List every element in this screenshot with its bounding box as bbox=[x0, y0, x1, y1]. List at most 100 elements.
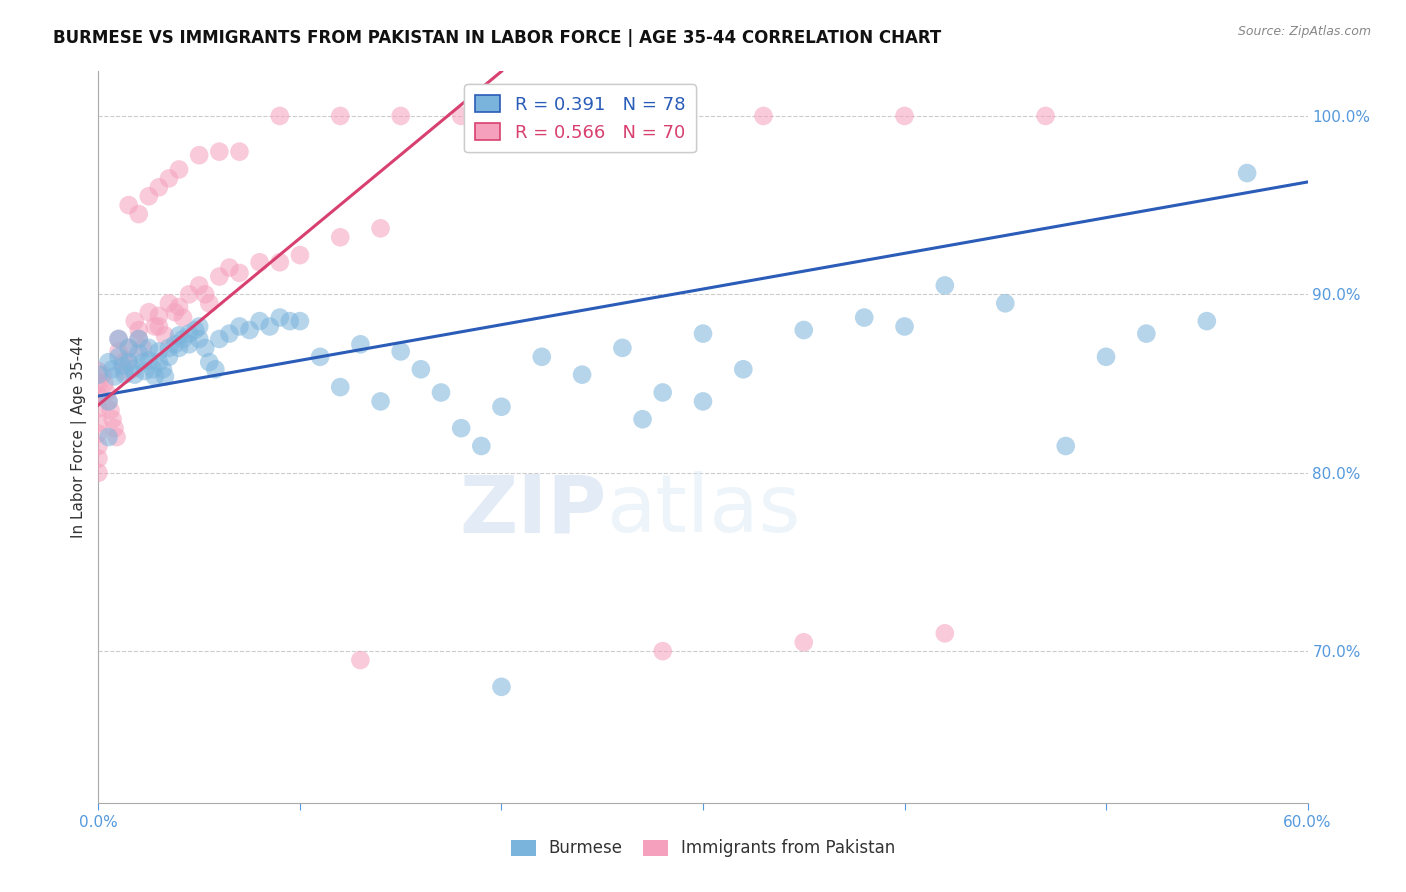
Point bbox=[179, 326, 201, 341]
Point bbox=[163, 337, 186, 351]
Point bbox=[128, 323, 150, 337]
Text: Source: ZipAtlas.com: Source: ZipAtlas.com bbox=[1237, 25, 1371, 38]
Point bbox=[128, 332, 150, 346]
Point bbox=[124, 314, 146, 328]
Point bbox=[329, 230, 352, 244]
Point bbox=[167, 341, 190, 355]
Point bbox=[430, 385, 453, 400]
Point bbox=[179, 337, 201, 351]
Point bbox=[793, 635, 815, 649]
Point bbox=[288, 248, 311, 262]
Point bbox=[103, 369, 125, 384]
Point bbox=[143, 319, 166, 334]
Point bbox=[370, 394, 392, 409]
Point bbox=[87, 451, 110, 466]
Point bbox=[370, 221, 392, 235]
Point bbox=[138, 341, 160, 355]
Point bbox=[793, 323, 815, 337]
Point bbox=[148, 180, 170, 194]
Point bbox=[994, 296, 1017, 310]
Point bbox=[612, 341, 634, 355]
Point bbox=[157, 350, 180, 364]
Point bbox=[157, 341, 180, 355]
Point bbox=[288, 314, 311, 328]
Point bbox=[148, 309, 170, 323]
Point bbox=[1095, 350, 1118, 364]
Point bbox=[228, 319, 250, 334]
Point bbox=[530, 109, 553, 123]
Point bbox=[208, 145, 231, 159]
Point bbox=[651, 385, 673, 400]
Point bbox=[218, 260, 240, 275]
Point bbox=[107, 332, 129, 346]
Point bbox=[1054, 439, 1077, 453]
Point bbox=[228, 266, 250, 280]
Point bbox=[118, 353, 141, 368]
Point bbox=[124, 368, 146, 382]
Point bbox=[450, 109, 472, 123]
Point bbox=[269, 109, 291, 123]
Point bbox=[96, 385, 118, 400]
Point bbox=[134, 364, 156, 378]
Point bbox=[692, 326, 714, 341]
Point bbox=[105, 430, 128, 444]
Point bbox=[1135, 326, 1157, 341]
Point bbox=[138, 353, 160, 368]
Point bbox=[128, 332, 150, 346]
Point bbox=[228, 145, 250, 159]
Point bbox=[1236, 166, 1258, 180]
Point bbox=[389, 109, 412, 123]
Point bbox=[329, 380, 352, 394]
Point bbox=[143, 369, 166, 384]
Point bbox=[249, 314, 271, 328]
Text: BURMESE VS IMMIGRANTS FROM PAKISTAN IN LABOR FORCE | AGE 35-44 CORRELATION CHART: BURMESE VS IMMIGRANTS FROM PAKISTAN IN L… bbox=[53, 29, 942, 46]
Point bbox=[167, 162, 190, 177]
Point bbox=[450, 421, 472, 435]
Point bbox=[93, 376, 115, 391]
Point bbox=[198, 296, 221, 310]
Point bbox=[269, 310, 291, 325]
Point bbox=[239, 323, 262, 337]
Point bbox=[87, 439, 110, 453]
Point bbox=[100, 403, 122, 417]
Point bbox=[631, 412, 654, 426]
Point bbox=[409, 362, 432, 376]
Point bbox=[87, 416, 110, 430]
Point bbox=[87, 401, 110, 416]
Point bbox=[204, 362, 226, 376]
Point bbox=[107, 332, 129, 346]
Point bbox=[491, 680, 513, 694]
Point bbox=[278, 314, 301, 328]
Point bbox=[87, 364, 110, 378]
Point bbox=[132, 341, 155, 355]
Point bbox=[111, 355, 134, 369]
Point bbox=[184, 323, 207, 337]
Point bbox=[87, 376, 110, 391]
Point bbox=[172, 310, 194, 325]
Point bbox=[651, 644, 673, 658]
Point bbox=[87, 389, 110, 403]
Point bbox=[97, 430, 120, 444]
Point bbox=[208, 332, 231, 346]
Point bbox=[530, 350, 553, 364]
Point bbox=[114, 364, 136, 378]
Point bbox=[1035, 109, 1057, 123]
Text: atlas: atlas bbox=[606, 471, 800, 549]
Point bbox=[148, 355, 170, 369]
Point bbox=[194, 287, 217, 301]
Point bbox=[118, 355, 141, 369]
Point bbox=[111, 359, 134, 373]
Point bbox=[188, 278, 211, 293]
Point bbox=[101, 412, 124, 426]
Point bbox=[491, 400, 513, 414]
Point bbox=[97, 394, 120, 409]
Point bbox=[188, 332, 211, 346]
Point bbox=[87, 368, 110, 382]
Point bbox=[692, 394, 714, 409]
Point bbox=[934, 278, 956, 293]
Point bbox=[103, 421, 125, 435]
Point bbox=[153, 369, 176, 384]
Point bbox=[752, 109, 775, 123]
Point bbox=[107, 350, 129, 364]
Point bbox=[259, 319, 281, 334]
